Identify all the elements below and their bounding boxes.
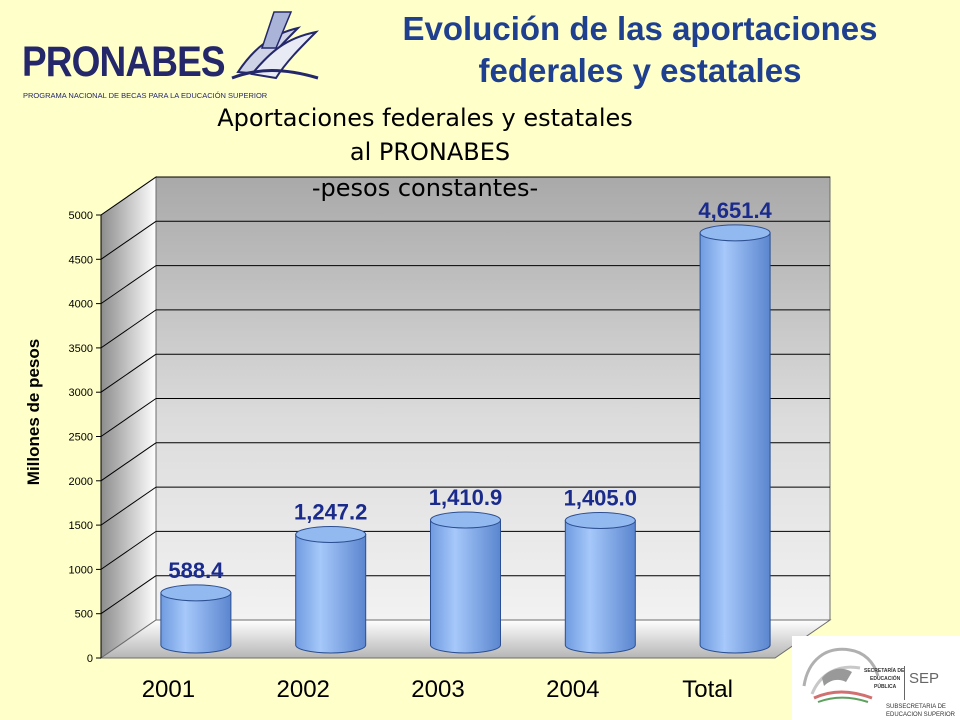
gridline-side	[100, 486, 157, 526]
chart-title-line-1: Aportaciones federales y estatales	[217, 104, 633, 132]
gridline-side	[100, 309, 157, 349]
x-tick-labels: 2001 2002 2003 2004 Total	[142, 676, 733, 703]
bar-body	[564, 520, 636, 654]
gridline-side	[100, 265, 157, 305]
bar-2001	[160, 584, 232, 654]
open-book-icon	[231, 11, 320, 80]
gridline-side	[100, 575, 157, 615]
seal-bottom-line-2: EDUCACION SUPERIOR	[886, 712, 956, 718]
bar-top	[430, 511, 501, 529]
y-tick-label: 3000	[69, 387, 93, 399]
seal-divider	[904, 666, 905, 700]
y-axis-label: Millones de pesos	[24, 339, 43, 485]
data-label: 4,651.4	[698, 198, 772, 223]
bar-body	[295, 533, 367, 654]
logo-subtitle: PROGRAMA NACIONAL DE BECAS PARA LA EDUCA…	[23, 91, 268, 100]
x-tick-label: 2004	[546, 676, 599, 703]
gridline-side	[100, 353, 157, 393]
y-tick-label: 4000	[69, 299, 93, 311]
pronabes-logo: PRONABES PROGRAMA NACIONAL DE BECAS PARA…	[18, 8, 328, 108]
bar-top	[564, 512, 636, 530]
y-tick-label: 2000	[69, 476, 93, 488]
gridline-side	[100, 530, 157, 570]
bar-2004	[564, 512, 636, 654]
x-tick-label: 2002	[277, 676, 330, 703]
y-tick-label: 1500	[69, 520, 93, 532]
sep-seal: SECRETARÍA DE EDUCACIÓN PÚBLICA SEP SUBS…	[792, 636, 960, 720]
data-label: 1,247.2	[294, 499, 367, 524]
seal-text-line-1: SECRETARÍA DE	[864, 668, 905, 674]
y-tick-label: 2500	[69, 432, 93, 444]
y-tick-label: 5000	[69, 210, 93, 222]
bar-top	[699, 224, 771, 242]
slide-title: Evolución de las aportaciones federales …	[330, 8, 950, 92]
bar-top	[160, 584, 232, 602]
eagle-emblem-icon	[802, 647, 880, 703]
bar-2003	[430, 511, 501, 654]
gridline-side	[100, 176, 157, 216]
x-tick-label: 2001	[142, 676, 195, 703]
y-tick-label: 3500	[69, 343, 93, 355]
seal-text-line-3: PÚBLICA	[874, 684, 897, 690]
gridline-side	[100, 442, 157, 482]
gridline-side	[100, 398, 157, 437]
data-label: 1,405.0	[564, 486, 637, 511]
y-tick-label: 0	[87, 653, 93, 665]
bar-body	[430, 519, 501, 654]
bar-body	[699, 232, 771, 654]
bar-top	[295, 525, 367, 543]
sep-initials: SEP	[909, 670, 940, 687]
slide-title-line-2: federales y estatales	[478, 52, 802, 89]
chart-title-line-3: -pesos constantes-	[312, 174, 538, 202]
logo-name: PRONABES	[22, 38, 226, 86]
x-tick-label: Total	[682, 676, 733, 703]
y-tick-label: 500	[75, 609, 93, 621]
bars	[160, 224, 771, 654]
x-tick-label: 2003	[411, 676, 464, 703]
seal-text-line-2: EDUCACIÓN	[870, 676, 901, 682]
data-label: 588.4	[168, 558, 224, 583]
data-labels: 588.4 1,247.2 1,410.9 1,405.0 4,651.4	[168, 198, 772, 583]
gridline-side	[100, 220, 157, 260]
seal-bottom-line-1: SUBSECRETARIA DE	[886, 704, 946, 710]
y-tick-labels: 0 500 1000 1500 2000 2500 3000 3500 4000 4500 5000	[69, 210, 101, 665]
y-tick-label: 1000	[69, 564, 93, 576]
slide-title-line-1: Evolución de las aportaciones	[402, 10, 878, 47]
bar-Total	[699, 224, 771, 654]
y-tick-label: 4500	[69, 254, 93, 266]
bar-2002	[295, 525, 367, 654]
data-label: 1,410.9	[429, 485, 502, 510]
bar-body	[160, 592, 232, 654]
chart-title-line-2: al PRONABES	[350, 138, 510, 166]
